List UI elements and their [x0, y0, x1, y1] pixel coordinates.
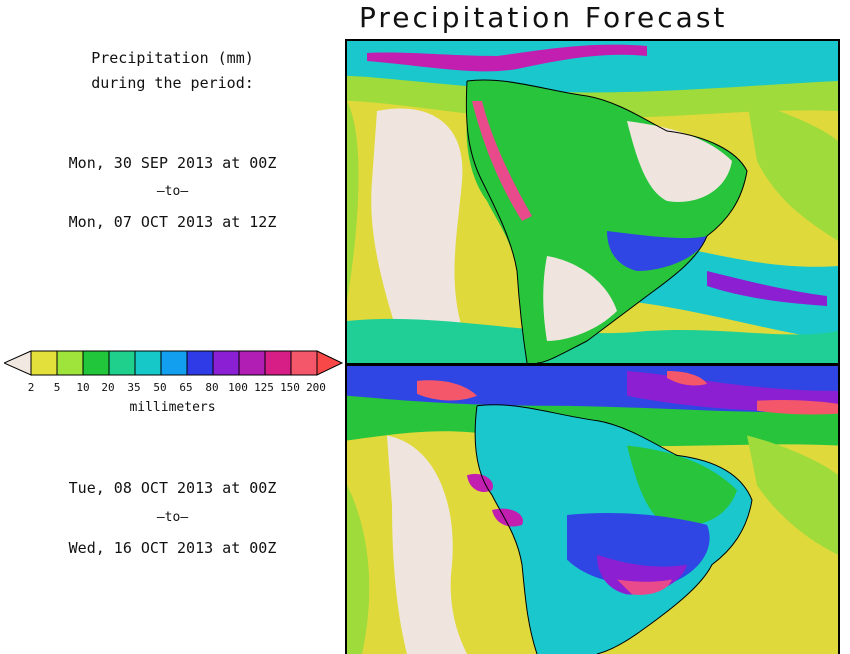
legend-cell [186, 350, 214, 376]
map2-pacific-dry [387, 435, 467, 654]
map2-continent-pink-south [617, 579, 672, 595]
legend-cell [108, 350, 136, 376]
map2-atlantic-green [747, 435, 838, 555]
legend-ticks: 2 5 10 20 35 50 65 80 100 125 150 200 [0, 381, 345, 395]
map2-north-red-3 [667, 370, 707, 386]
legend-cell [82, 350, 110, 376]
legend-cell [134, 350, 162, 376]
map1-continent-purple-southeast [607, 231, 707, 271]
description-line-2: during the period: [91, 74, 254, 92]
legend-tick: 35 [127, 381, 141, 394]
map2-pacific-green [347, 485, 370, 654]
legend-tick: 125 [254, 381, 274, 394]
map1-pacific-green [347, 101, 359, 301]
description-line-1: Precipitation (mm) [91, 49, 254, 67]
map2-coastline [476, 404, 753, 654]
period1-end: Mon, 07 OCT 2013 at 12Z [68, 213, 277, 231]
color-legend-bar [4, 350, 344, 376]
period2-end: Wed, 16 OCT 2013 at 00Z [68, 539, 277, 557]
legend-units: millimeters [129, 400, 216, 415]
forecast-map-period1 [345, 39, 840, 365]
legend-cell [30, 350, 58, 376]
legend-cell [264, 350, 292, 376]
map1-pacific-dry-zone [371, 108, 477, 363]
legend-cell-below [4, 350, 32, 376]
legend-tick: 10 [76, 381, 90, 394]
map1-andes-pink [472, 101, 532, 221]
period1-separator: –to– [156, 184, 189, 199]
legend-tick: 50 [153, 381, 167, 394]
legend-cell [238, 350, 266, 376]
map1-atlantic-green [747, 101, 838, 241]
map1-north-band-magenta [367, 44, 647, 72]
map2-blob-magenta-2 [492, 508, 523, 527]
map2-coastline-west [474, 405, 538, 654]
legend-tick: 5 [53, 381, 61, 394]
legend-tick: 80 [205, 381, 219, 394]
map1-continent-dry-northeast [627, 121, 732, 202]
legend-tick: 150 [280, 381, 300, 394]
legend-tick: 100 [228, 381, 248, 394]
map1-north-band-cyan [347, 41, 838, 93]
map1-south-atlantic-purple [707, 271, 827, 306]
legend-tick: 20 [101, 381, 115, 394]
legend-cell [212, 350, 240, 376]
map2-north-red-1 [417, 380, 477, 401]
page-title: Precipitation Forecast [359, 1, 728, 34]
period2-separator: –to– [156, 510, 189, 525]
legend-cell [56, 350, 84, 376]
legend-tick: 2 [27, 381, 35, 394]
legend-cell-above [316, 350, 344, 376]
forecast-map-period2 [345, 364, 840, 654]
map2-continent-green-ne [627, 445, 737, 527]
period1-start: Mon, 30 SEP 2013 at 00Z [68, 154, 277, 172]
period2-start: Tue, 08 OCT 2013 at 00Z [68, 479, 277, 497]
legend-cell [160, 350, 188, 376]
legend-cell [290, 350, 318, 376]
map1-continent-dry-south [543, 256, 617, 341]
map1-coastline [466, 79, 748, 363]
legend-tick: 65 [179, 381, 193, 394]
map2-north-red-2 [757, 399, 838, 415]
map1-southern-band [347, 318, 838, 363]
map1-coastline-west [465, 80, 528, 363]
legend-tick: 200 [306, 381, 326, 394]
